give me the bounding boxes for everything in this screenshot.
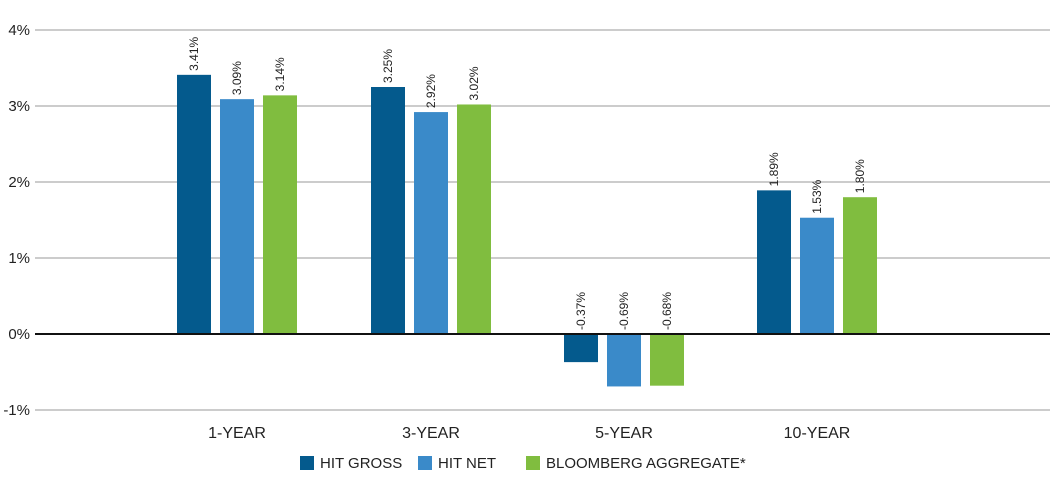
y-tick-label: 1% <box>8 250 30 267</box>
bar <box>220 99 254 334</box>
legend-swatch <box>526 456 540 470</box>
legend-swatch <box>418 456 432 470</box>
legend-entry: BLOOMBERG AGGREGATE* <box>546 455 746 472</box>
data-label: 3.09% <box>230 61 244 95</box>
x-axis-categories: 1-YEAR 3-YEAR 5-YEAR 10-YEAR <box>208 425 850 442</box>
y-tick-label: -1% <box>3 402 30 419</box>
x-category-label: 5-YEAR <box>595 425 653 442</box>
legend: HIT GROSS HIT NET BLOOMBERG AGGREGATE* <box>300 455 746 472</box>
y-tick-label: 2% <box>8 174 30 191</box>
x-category-label: 10-YEAR <box>784 425 851 442</box>
data-label: 3.14% <box>273 57 287 91</box>
y-axis-ticks: 4% 3% 2% 1% 0% -1% <box>3 22 30 419</box>
data-label: -0.69% <box>617 292 631 330</box>
bar <box>414 112 448 334</box>
y-tick-label: 4% <box>8 22 30 39</box>
data-label: 1.89% <box>767 152 781 186</box>
data-label: 3.41% <box>187 36 201 70</box>
data-label: 1.80% <box>853 159 867 193</box>
data-label: 3.02% <box>467 66 481 100</box>
legend-entry: HIT NET <box>438 455 496 472</box>
bar <box>757 190 791 334</box>
legend-swatch <box>300 456 314 470</box>
bar <box>843 197 877 334</box>
bar <box>177 74 211 334</box>
bar <box>263 95 297 334</box>
bars <box>177 74 877 387</box>
x-category-label: 3-YEAR <box>402 425 460 442</box>
bar <box>457 104 491 334</box>
bar <box>607 334 641 387</box>
bar <box>650 334 684 386</box>
x-category-label: 1-YEAR <box>208 425 266 442</box>
data-label: -0.37% <box>574 292 588 330</box>
data-label: 1.53% <box>810 179 824 213</box>
bar <box>800 217 834 334</box>
data-labels: 3.41% 3.09% 3.14% 3.25% 2.92% 3.02% -0.37% -0.6… <box>187 36 867 330</box>
y-tick-label: 3% <box>8 98 30 115</box>
data-label: 3.25% <box>381 49 395 83</box>
bar <box>564 334 598 363</box>
y-tick-label: 0% <box>8 326 30 343</box>
legend-entry: HIT GROSS <box>320 455 402 472</box>
data-label: -0.68% <box>660 292 674 330</box>
bar <box>371 87 405 334</box>
data-label: 2.92% <box>424 74 438 108</box>
